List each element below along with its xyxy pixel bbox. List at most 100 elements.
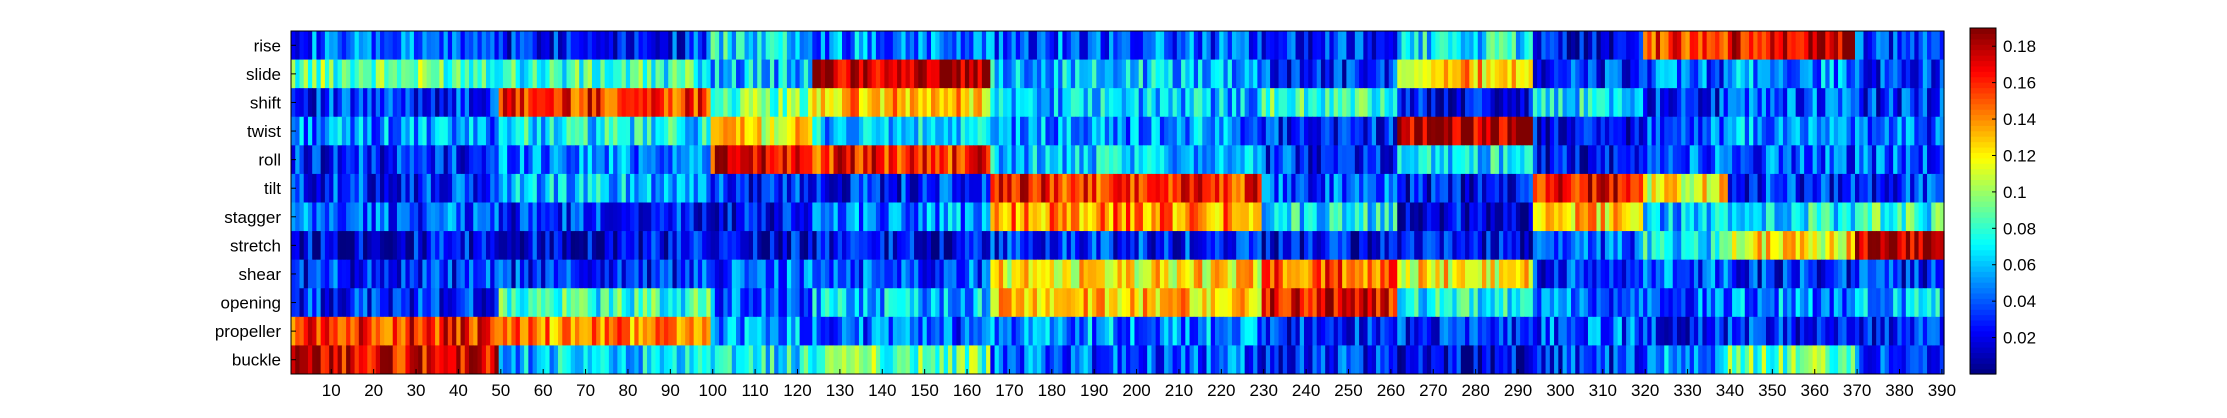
heatmap-cell: [1672, 345, 1678, 375]
heatmap-cell: [901, 288, 907, 318]
heatmap-cell: [1532, 173, 1538, 203]
heatmap-cell: [1880, 116, 1886, 146]
heatmap-cell: [990, 145, 996, 175]
heatmap-cell: [846, 259, 852, 289]
heatmap-cell: [329, 145, 334, 175]
heatmap-cell: [1109, 288, 1114, 318]
heatmap-cell: [875, 31, 881, 60]
heatmap-cell: [1600, 145, 1606, 175]
heatmap-cell: [401, 145, 407, 175]
heatmap-cell: [566, 31, 572, 60]
heatmap-cell: [1337, 31, 1343, 60]
heatmap-cell: [1287, 116, 1292, 146]
heatmap-cell: [1147, 316, 1153, 346]
x-tick-label: 30: [407, 381, 426, 400]
x-tick-label: 110: [742, 381, 769, 400]
heatmap-cell: [1448, 316, 1453, 346]
heatmap-cell: [1333, 173, 1339, 203]
heatmap-cell: [388, 316, 394, 346]
heatmap-cell: [1003, 145, 1008, 175]
heatmap-cell: [1397, 173, 1403, 203]
heatmap-cell: [1079, 345, 1085, 375]
heatmap-cell: [630, 231, 635, 261]
heatmap-cell: [1130, 231, 1136, 261]
heatmap-cell: [1761, 259, 1767, 289]
heatmap-cell: [799, 345, 805, 375]
heatmap-cell: [850, 31, 856, 60]
heatmap-cell: [1901, 202, 1907, 232]
heatmap-cell: [1477, 31, 1483, 60]
heatmap-cell: [562, 173, 568, 203]
heatmap-cell: [719, 59, 724, 89]
heatmap-cell: [1905, 231, 1911, 261]
heatmap-cell: [333, 231, 339, 261]
heatmap-cell: [1685, 288, 1691, 318]
heatmap-cell: [1248, 316, 1254, 346]
heatmap-cell: [676, 288, 682, 318]
heatmap-cell: [710, 345, 716, 375]
heatmap-cell: [1359, 88, 1364, 118]
heatmap-cell: [1007, 316, 1013, 346]
heatmap-cell: [1113, 88, 1119, 118]
heatmap-cell: [791, 88, 796, 118]
heatmap-cell: [1079, 88, 1085, 118]
heatmap-cell: [1537, 116, 1542, 146]
heatmap-cell: [875, 202, 881, 232]
heatmap-cell: [697, 345, 703, 375]
heatmap-cell: [1668, 202, 1674, 232]
heatmap-cell: [1325, 316, 1331, 346]
heatmap-cell: [1198, 88, 1203, 118]
heatmap-cell: [761, 202, 767, 232]
heatmap-cell: [854, 288, 860, 318]
colorbar-swatch: [1970, 195, 1996, 202]
heatmap-cell: [307, 288, 313, 318]
heatmap-cell: [1621, 173, 1627, 203]
heatmap-cell: [367, 259, 373, 289]
heatmap-cell: [1117, 231, 1123, 261]
colorbar-swatch: [1970, 157, 1996, 164]
heatmap-cell: [1935, 345, 1941, 375]
heatmap-cell: [473, 145, 479, 175]
colorbar-swatch: [1970, 55, 1996, 62]
heatmap-cell: [1371, 88, 1377, 118]
heatmap-cell: [816, 202, 822, 232]
heatmap-cell: [350, 316, 356, 346]
heatmap-cell: [863, 88, 869, 118]
heatmap-cell: [375, 202, 381, 232]
heatmap-cell: [659, 316, 665, 346]
heatmap-cell: [1507, 288, 1513, 318]
heatmap-cell: [888, 59, 894, 89]
heatmap-cell: [1609, 116, 1614, 146]
x-tick-label: 330: [1673, 381, 1701, 400]
heatmap-cell: [655, 116, 661, 146]
heatmap-cell: [354, 88, 360, 118]
heatmap-cell: [1681, 116, 1687, 146]
heatmap-cell: [1456, 345, 1462, 375]
heatmap-cell: [1905, 259, 1911, 289]
heatmap-cell: [1520, 88, 1525, 118]
heatmap-cell: [524, 116, 529, 146]
heatmap-cell: [1549, 31, 1555, 60]
heatmap-cell: [469, 59, 474, 89]
heatmap-cell: [553, 231, 559, 261]
heatmap-cell: [1346, 288, 1352, 318]
heatmap-cell: [689, 288, 695, 318]
colorbar-swatch: [1970, 60, 1996, 67]
heatmap-cell: [1231, 145, 1237, 175]
heatmap-cell: [1871, 173, 1877, 203]
heatmap-cell: [1744, 173, 1750, 203]
heatmap-cell: [1439, 173, 1445, 203]
heatmap-cell: [1435, 288, 1441, 318]
heatmap-cell: [329, 88, 334, 118]
heatmap-cell: [1477, 88, 1483, 118]
heatmap-cell: [1571, 259, 1576, 289]
heatmap-cell: [1109, 116, 1114, 146]
heatmap-cell: [1240, 173, 1246, 203]
heatmap-cell: [1087, 259, 1093, 289]
heatmap-cell: [1706, 259, 1712, 289]
heatmap-cell: [668, 145, 674, 175]
heatmap-cell: [1579, 202, 1585, 232]
heatmap-cell: [1761, 231, 1767, 261]
heatmap-cell: [1142, 88, 1148, 118]
heatmap-cell: [1918, 345, 1924, 375]
